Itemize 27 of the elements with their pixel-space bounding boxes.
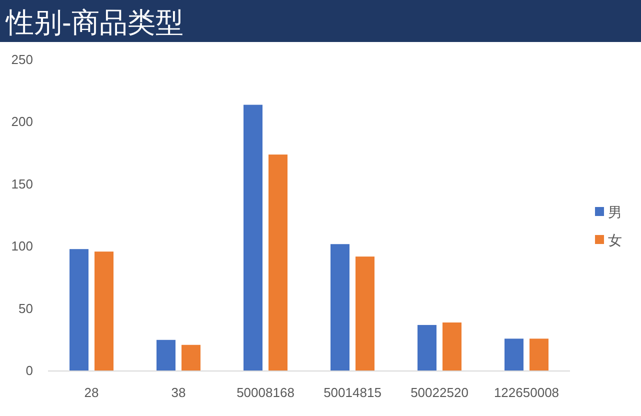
- x-tick-label: 50008168: [236, 385, 294, 400]
- bar: [156, 340, 176, 371]
- bar: [70, 249, 88, 371]
- bar: [530, 338, 548, 371]
- x-tick-label: 50022520: [410, 385, 468, 400]
- bar: [504, 338, 524, 371]
- x-tick-label: 38: [171, 385, 186, 400]
- y-tick-label: 150: [11, 176, 33, 192]
- x-tick-label: 122650008: [494, 385, 560, 400]
- y-tick-label: 250: [11, 52, 33, 67]
- bar: [356, 256, 374, 371]
- legend-label: 男: [608, 204, 622, 220]
- bar: [268, 154, 288, 371]
- legend-label: 女: [608, 232, 622, 248]
- y-tick-label: 0: [26, 363, 33, 378]
- bar: [182, 344, 200, 371]
- x-tick-label: 28: [84, 385, 99, 400]
- bar: [94, 252, 114, 371]
- bar: [442, 322, 462, 371]
- bar: [244, 104, 262, 371]
- chart-title: 性别-商品类型: [5, 7, 184, 38]
- x-tick-label: 50014815: [324, 385, 382, 400]
- y-tick-label: 200: [11, 114, 33, 130]
- y-tick-label: 50: [18, 300, 33, 316]
- y-tick-label: 100: [11, 238, 33, 254]
- bar: [418, 324, 436, 371]
- bar: [330, 244, 350, 371]
